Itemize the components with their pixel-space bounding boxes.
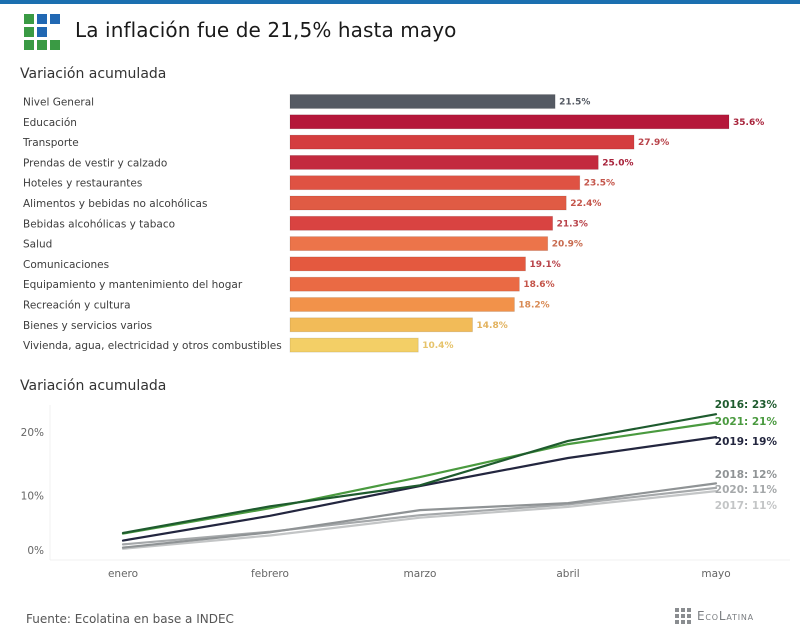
bar-value-label: 23.5% [584,179,615,189]
category-label: Recreación y cultura [23,300,131,312]
logo-cell [37,40,47,50]
series-line-2017 [121,490,718,550]
bar [289,276,520,292]
category-label: Bienes y servicios varios [23,320,152,332]
category-label: Vivienda, agua, electricidad y otros com… [23,340,282,352]
bar-value-label: 10.4% [422,341,453,351]
series-end-label: 2019: 19% [715,436,778,448]
bar-value-label: 19.1% [530,260,561,270]
bar [289,94,556,109]
logo-cell [24,40,34,50]
x-tick-label: abril [556,568,579,580]
x-tick-label: enero [108,568,138,580]
category-label: Equipamiento y mantenimiento del hogar [23,279,243,291]
bar-chart: Nivel General 21.5% Educación 35.6% Transpor… [22,94,764,353]
category-label: Alimentos y bebidas no alcohólicas [23,198,207,210]
category-label: Hoteles y restaurantes [23,178,142,190]
series-line-2019 [121,436,718,542]
bar [289,215,554,231]
category-label: Nivel General [23,97,94,109]
bar-value-label: 25.0% [602,158,633,168]
line-chart-title: Variación acumulada [20,378,167,394]
logo-cell [24,14,34,24]
bar [289,337,419,353]
series-line-2016 [121,413,718,535]
bar-value-label: 14.8% [477,321,508,331]
bar [289,317,473,333]
category-label: Educación [23,117,77,129]
series-end-label: 2017: 11% [715,500,778,512]
bar [289,134,635,150]
category-label: Comunicaciones [23,259,109,271]
logo-cell [50,14,60,24]
x-tick-label: mayo [701,568,730,580]
series-line-2021 [121,421,718,535]
y-tick-label: 10% [21,491,44,503]
series-line-2020 [121,486,718,546]
x-tick-label: febrero [251,568,289,580]
bar [289,154,599,170]
bar [289,297,515,312]
line-chart: 0% 10% 20% enero febrero marzo abril mayo 2016: … [21,399,790,580]
top-accent-bar [0,0,800,4]
bar-value-label: 18.6% [523,280,554,290]
bar [289,114,730,130]
bar-value-label: 18.2% [518,301,549,311]
bar-chart-title: Variación acumulada [20,66,167,82]
category-label: Transporte [22,137,79,149]
bar-value-label: 22.4% [570,199,601,209]
bar-value-label: 35.6% [733,118,764,128]
category-label: Bebidas alcohólicas y tabaco [23,218,175,230]
series-line-2018 [121,482,718,549]
y-tick-label: 20% [21,427,44,439]
x-tick-label: marzo [404,568,437,580]
logo-cell [37,27,47,37]
series-end-label: 2018: 12% [715,469,778,481]
bar [289,175,581,191]
bar-value-label: 20.9% [552,240,583,250]
y-tick-label: 0% [27,545,44,557]
brand-footer: EcoLatina [675,606,754,626]
brand-grid-icon [675,608,691,624]
ecolatina-logo-icon [24,14,62,52]
bar [289,195,567,211]
bar-value-label: 21.5% [559,98,590,108]
page-title: La inflación fue de 21,5% hasta mayo [75,18,457,42]
series-end-label: 2020: 11% [715,484,778,496]
logo-cell [50,40,60,50]
category-label: Salud [23,239,52,251]
bar [289,256,526,272]
bar-value-label: 21.3% [557,219,588,229]
bar [289,236,549,252]
series-end-label: 2016: 23% [715,399,778,411]
series-end-label: 2021: 21% [715,416,778,428]
bar-value-label: 27.9% [638,138,669,148]
logo-cell [37,14,47,24]
logo-cell [24,27,34,37]
category-label: Prendas de vestir y calzado [23,157,167,169]
source-note: Fuente: Ecolatina en base a INDEC [26,612,234,626]
brand-name: EcoLatina [697,609,754,623]
